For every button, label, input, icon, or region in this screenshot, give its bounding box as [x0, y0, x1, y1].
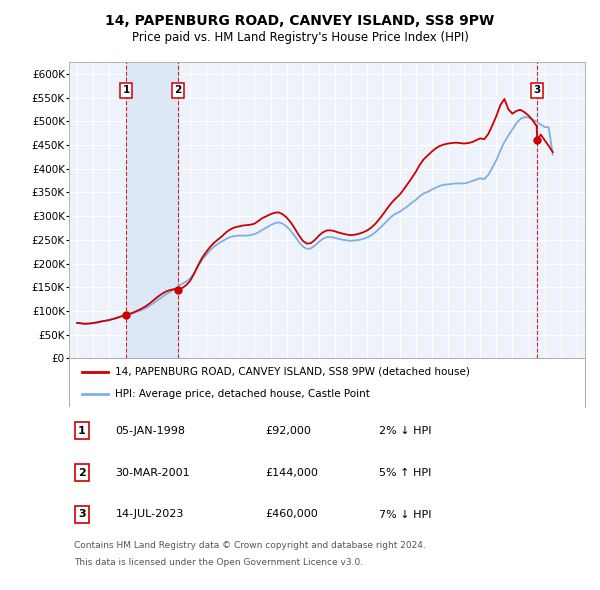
Text: 3: 3: [533, 85, 541, 95]
Text: 2: 2: [174, 85, 181, 95]
Text: 2: 2: [78, 467, 86, 477]
Bar: [126, 62, 178, 359]
Text: Price paid vs. HM Land Registry's House Price Index (HPI): Price paid vs. HM Land Registry's House …: [131, 31, 469, 44]
Text: This data is licensed under the Open Government Licence v3.0.: This data is licensed under the Open Gov…: [74, 558, 363, 567]
Text: 30-MAR-2001: 30-MAR-2001: [115, 467, 190, 477]
Text: 1: 1: [78, 425, 86, 435]
Text: 2% ↓ HPI: 2% ↓ HPI: [379, 425, 431, 435]
Text: 5% ↑ HPI: 5% ↑ HPI: [379, 467, 431, 477]
Text: 14-JUL-2023: 14-JUL-2023: [115, 510, 184, 519]
Text: 7% ↓ HPI: 7% ↓ HPI: [379, 510, 431, 519]
Text: £144,000: £144,000: [265, 467, 318, 477]
Text: 14, PAPENBURG ROAD, CANVEY ISLAND, SS8 9PW: 14, PAPENBURG ROAD, CANVEY ISLAND, SS8 9…: [106, 14, 494, 28]
Text: Contains HM Land Registry data © Crown copyright and database right 2024.: Contains HM Land Registry data © Crown c…: [74, 541, 426, 550]
Text: 05-JAN-1998: 05-JAN-1998: [115, 425, 185, 435]
Text: 14, PAPENBURG ROAD, CANVEY ISLAND, SS8 9PW (detached house): 14, PAPENBURG ROAD, CANVEY ISLAND, SS8 9…: [115, 366, 470, 376]
Text: 3: 3: [78, 510, 86, 519]
Text: £460,000: £460,000: [265, 510, 318, 519]
Text: HPI: Average price, detached house, Castle Point: HPI: Average price, detached house, Cast…: [115, 389, 370, 399]
Text: £92,000: £92,000: [265, 425, 311, 435]
Text: 1: 1: [122, 85, 130, 95]
